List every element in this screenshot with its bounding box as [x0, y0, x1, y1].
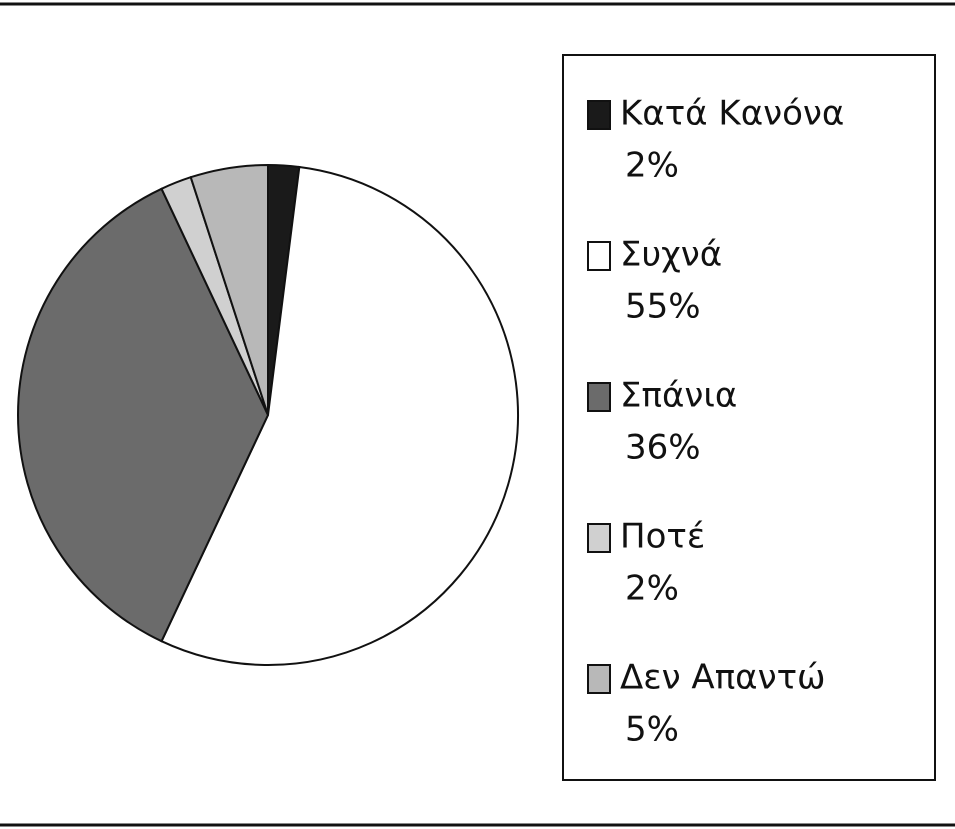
legend-label: Συχνά — [620, 235, 722, 275]
legend-value: 2% — [625, 146, 679, 186]
pie-slice — [189, 163, 269, 416]
legend-value: 36% — [625, 428, 701, 468]
legend-value: 2% — [625, 569, 679, 609]
legend-value: 5% — [625, 710, 679, 750]
legend-swatch — [587, 523, 611, 553]
legend-swatch — [587, 241, 611, 271]
legend-swatch — [587, 664, 611, 694]
legend-label: Δεν Απαντώ — [620, 658, 826, 698]
pie-slice — [160, 165, 519, 666]
legend-box — [562, 54, 936, 781]
legend-label: Ποτέ — [620, 517, 705, 557]
legend-swatch — [587, 100, 611, 130]
legend-label: Σπάνια — [620, 376, 737, 416]
legend-value: 55% — [625, 287, 701, 327]
legend-label: Κατά Κανόνα — [620, 94, 844, 134]
pie-slice — [17, 187, 270, 643]
legend-swatch — [587, 382, 611, 412]
